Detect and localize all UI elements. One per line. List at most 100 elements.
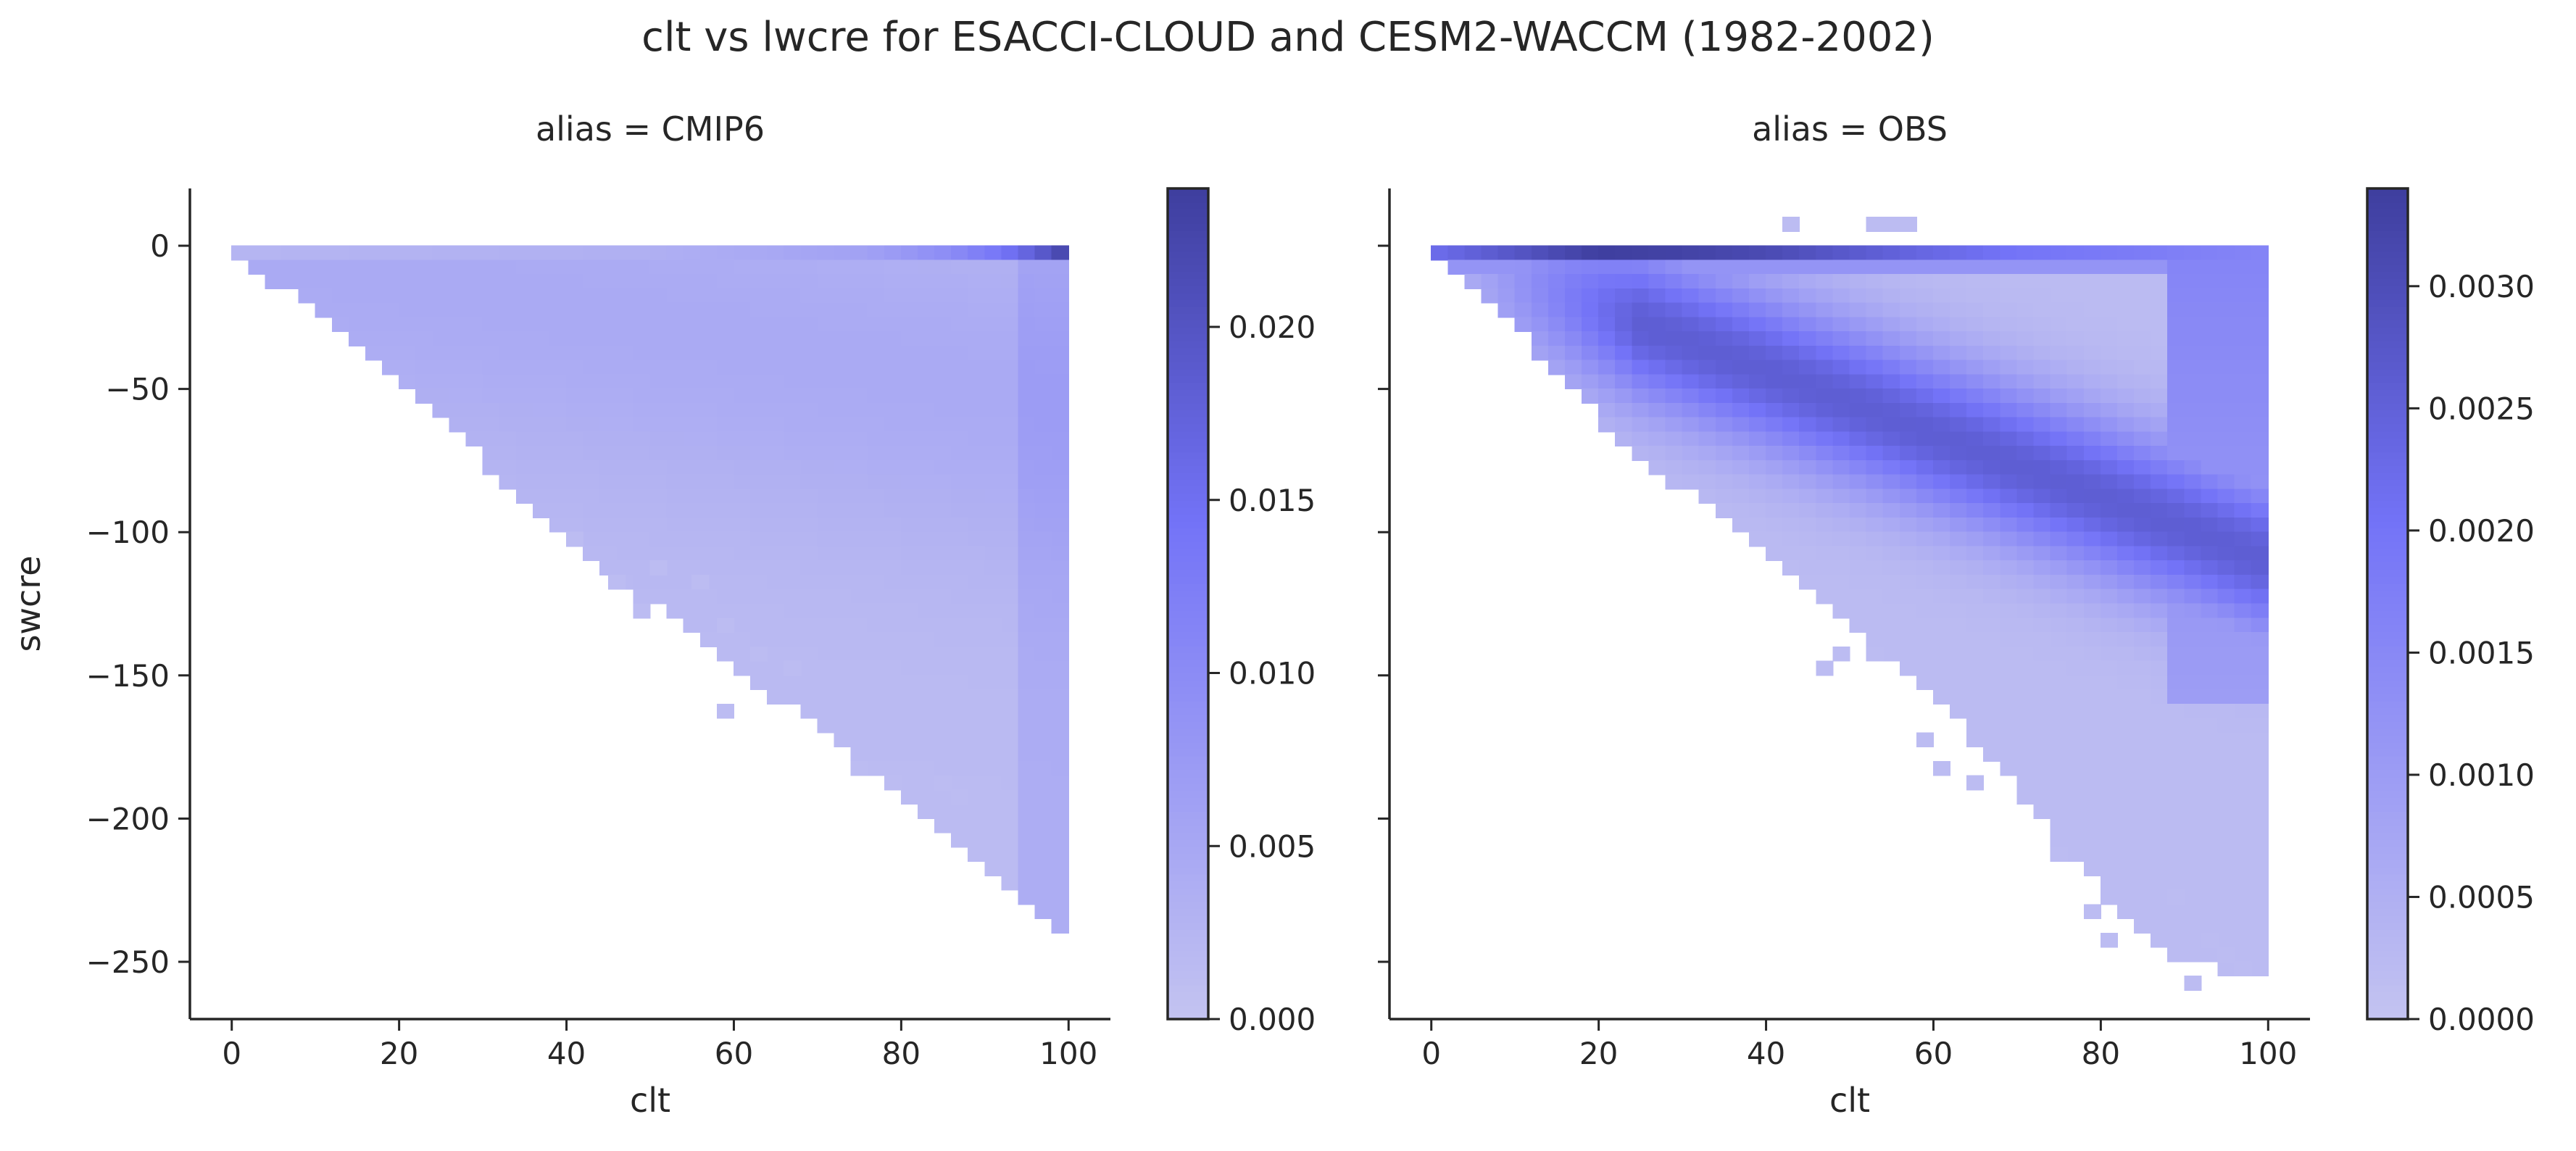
heatmap-cell — [968, 474, 986, 490]
heatmap-cell — [867, 718, 885, 734]
heatmap-cell — [2151, 718, 2169, 734]
heatmap-cell — [616, 274, 634, 289]
heatmap-cell — [1547, 302, 1566, 318]
heatmap-cell — [1715, 489, 1733, 504]
heatmap-cell — [2116, 574, 2135, 590]
heatmap-cell — [599, 446, 618, 461]
heatmap-cell — [1001, 675, 1019, 691]
heatmap-cell — [2134, 732, 2152, 748]
heatmap-cell — [1018, 302, 1036, 318]
heatmap-cell — [2151, 632, 2169, 647]
heatmap-cell — [2100, 875, 2118, 891]
heatmap-cell — [683, 560, 701, 576]
heatmap-cell — [616, 460, 634, 475]
colorbar-segment — [1168, 292, 1208, 300]
heatmap-cell — [2251, 331, 2269, 346]
heatmap-cell — [2134, 546, 2152, 562]
colorbar-segment — [1168, 686, 1208, 695]
heatmap-cell — [900, 402, 918, 418]
heatmap-cell — [800, 274, 818, 289]
heatmap-cell — [1950, 274, 1968, 289]
heatmap-cell — [1564, 259, 1583, 275]
heatmap-cell — [767, 460, 785, 475]
heatmap-cell — [834, 474, 852, 490]
heatmap-cell — [583, 302, 601, 318]
heatmap-cell — [2134, 388, 2152, 404]
heatmap-cell — [499, 431, 517, 447]
heatmap-cell — [2116, 646, 2135, 662]
heatmap-cell — [968, 603, 986, 619]
colorbar-segment — [2367, 209, 2408, 217]
colorbar-segment — [2367, 977, 2408, 986]
heatmap-cell — [2201, 345, 2219, 361]
heatmap-cell — [683, 618, 701, 633]
colorbar-segment — [1168, 444, 1208, 452]
heatmap-cell — [1001, 732, 1019, 748]
heatmap-cell — [649, 245, 668, 261]
heatmap-cell — [2116, 517, 2135, 533]
heatmap-cell — [499, 360, 517, 375]
heatmap-cell — [2234, 718, 2252, 734]
heatmap-cell — [917, 288, 936, 304]
heatmap-cell — [2033, 546, 2051, 562]
heatmap-cell — [934, 775, 952, 791]
colorbar-segment — [2367, 327, 2408, 335]
heatmap-cell — [2016, 689, 2035, 705]
heatmap-cell — [2116, 847, 2135, 863]
heatmap-cell — [1766, 345, 1784, 361]
heatmap-cell — [1682, 431, 1700, 447]
heatmap-cell — [666, 503, 684, 518]
heatmap-cell — [1732, 431, 1750, 447]
colorbar-segment — [2367, 991, 2408, 1000]
heatmap-cell — [1799, 546, 1817, 562]
heatmap-cell — [348, 331, 366, 346]
heatmap-cell — [1682, 317, 1700, 333]
heatmap-cell — [2016, 703, 2035, 719]
heatmap-cell — [850, 374, 868, 390]
heatmap-cell — [1983, 431, 2001, 447]
heatmap-cell — [1034, 775, 1052, 791]
heatmap-cell — [951, 360, 969, 375]
heatmap-cell — [1782, 317, 1800, 333]
heatmap-cell — [1732, 245, 1750, 261]
heatmap-cell — [348, 245, 366, 261]
heatmap-cell — [583, 489, 601, 504]
heatmap-cell — [2184, 818, 2202, 834]
heatmap-cell — [1598, 317, 1616, 333]
heatmap-cell — [699, 345, 718, 361]
heatmap-cell — [1816, 417, 1834, 433]
heatmap-cell — [1799, 574, 1817, 590]
heatmap-cell — [465, 374, 483, 390]
heatmap-cell — [2167, 947, 2185, 963]
heatmap-cell — [1034, 618, 1052, 633]
colorbar-segment — [1168, 230, 1208, 238]
heatmap-cell — [817, 388, 835, 404]
heatmap-cell — [633, 431, 651, 447]
heatmap-cell — [1732, 503, 1750, 518]
heatmap-cell — [1799, 460, 1817, 475]
heatmap-cell — [2033, 531, 2051, 547]
heatmap-cell — [1966, 718, 1985, 734]
heatmap-cell — [1051, 531, 1069, 547]
heatmap-cell — [1051, 574, 1069, 590]
heatmap-cell — [2016, 775, 2035, 791]
heatmap-cell — [2100, 804, 2118, 819]
heatmap-cell — [691, 574, 710, 590]
heatmap-cell — [1715, 417, 1733, 433]
heatmap-cell — [2083, 489, 2101, 504]
heatmap-cell — [2083, 317, 2101, 333]
heatmap-cell — [599, 489, 618, 504]
heatmap-cell — [917, 302, 936, 318]
heatmap-cell — [1983, 546, 2001, 562]
heatmap-cell — [1950, 402, 1968, 418]
heatmap-cell — [2134, 460, 2152, 475]
heatmap-cell — [2134, 259, 2152, 275]
heatmap-cell — [984, 388, 1002, 404]
heatmap-cell — [2151, 374, 2169, 390]
heatmap-cell — [951, 775, 969, 791]
y-tick-label: 0 — [150, 228, 170, 264]
heatmap-cell — [1966, 331, 1985, 346]
heatmap-cell — [449, 388, 467, 404]
heatmap-cell — [1001, 288, 1019, 304]
heatmap-cell — [1950, 618, 1968, 633]
